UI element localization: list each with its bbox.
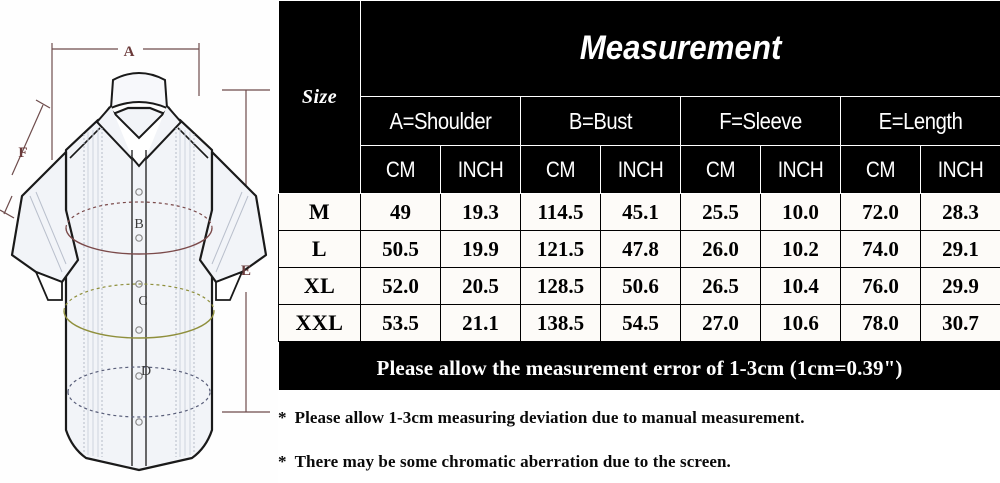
- header-unit-cell: INCH: [919, 145, 1000, 194]
- header-group-length: E=Length: [839, 96, 1000, 146]
- cell-value: 52.0: [360, 267, 441, 305]
- shoulder-seams: [65, 119, 213, 159]
- sleeve-fold-lines: [29, 191, 249, 273]
- header-unit-cell: INCH: [440, 145, 521, 194]
- cell-value: 21.1: [440, 304, 521, 342]
- cell-value: 49: [360, 193, 441, 231]
- cell-value: 28.3: [919, 193, 1000, 231]
- group-label-length: E=Length: [878, 107, 963, 134]
- header-unit-cell: CM: [680, 145, 761, 194]
- hem-ellipse: [67, 366, 211, 418]
- table-group-row: A=Shoulder B=Bust F=Sleeve E=Length: [279, 96, 1000, 146]
- waist-ellipse: [63, 283, 215, 339]
- dimension-line-a: [51, 43, 200, 160]
- group-label-sleeve: F=Sleeve: [719, 107, 802, 134]
- cell-value: 25.5: [680, 193, 761, 231]
- group-label-bust: B=Bust: [568, 107, 633, 134]
- cell-value: 72.0: [840, 193, 921, 231]
- size-table: Size Measurement A=Shoulder B=Bust F=Sle…: [277, 0, 1000, 395]
- cell-value: 47.8: [600, 230, 681, 268]
- size-table-container: Size Measurement A=Shoulder B=Bust F=Sle…: [277, 0, 1000, 395]
- row-size-label: L: [278, 230, 361, 268]
- row-size-label: M: [278, 193, 361, 231]
- cell-value: 19.9: [440, 230, 521, 268]
- table-title-row: Size Measurement: [278, 0, 1000, 194]
- note-text: Please allow 1-3cm measuring deviation d…: [294, 408, 805, 427]
- table-unit-row: CM INCH CM INCH CM INCH CM INCH: [279, 145, 1000, 194]
- header-size: Size: [278, 0, 361, 194]
- table-row: XL 52.0 20.5 128.5 50.6 26.5 10.4 76.0 2…: [278, 267, 1000, 305]
- cell-value: 20.5: [440, 267, 521, 305]
- measurement-error-note: Please allow the measurement error of 1-…: [277, 341, 1000, 395]
- dimension-line-f: [0, 99, 51, 219]
- cell-value: 121.5: [520, 230, 601, 268]
- cell-value: 45.1: [600, 193, 681, 231]
- cell-value: 27.0: [680, 304, 761, 342]
- diagram-label-f: F: [18, 145, 27, 161]
- cell-value: 19.3: [440, 193, 521, 231]
- bullet-star-icon: *: [278, 452, 287, 471]
- bottom-notes: * Please allow 1-3cm measuring deviation …: [278, 390, 1000, 483]
- table-row: M 49 19.3 114.5 45.1 25.5 10.0 72.0 28.3: [278, 193, 1000, 231]
- cell-value: 138.5: [520, 304, 601, 342]
- cell-value: 29.9: [919, 267, 1000, 305]
- shirt-collar: [95, 72, 183, 168]
- cell-value: 53.5: [360, 304, 441, 342]
- note-item: * Please allow 1-3cm measuring deviation …: [278, 408, 805, 428]
- diagram-label-e: E: [241, 263, 251, 279]
- header-unit-cell: CM: [840, 145, 921, 194]
- cell-value: 29.1: [919, 230, 1000, 268]
- cell-value: 30.7: [919, 304, 1000, 342]
- cell-value: 10.6: [760, 304, 841, 342]
- measurement-title: Measurement: [579, 29, 782, 67]
- group-label-shoulder: A=Shoulder: [389, 107, 492, 134]
- cell-value: 50.5: [360, 230, 441, 268]
- bust-ellipse: [65, 201, 213, 255]
- diagram-label-b: B: [134, 217, 143, 232]
- cell-value: 76.0: [840, 267, 921, 305]
- diagram-label-a: A: [124, 44, 135, 60]
- note-item: * There may be some chromatic aberration …: [278, 452, 731, 472]
- cell-value: 50.6: [600, 267, 681, 305]
- table-footer-row: Please allow the measurement error of 1-…: [277, 341, 1000, 395]
- cell-value: 10.0: [760, 193, 841, 231]
- bullet-star-icon: *: [278, 408, 287, 427]
- cell-value: 54.5: [600, 304, 681, 342]
- diagram-label-d: D: [141, 364, 151, 379]
- fabric-stripes: [87, 128, 191, 457]
- fabric-stripes-dotted: [83, 128, 195, 457]
- row-size-label: XL: [278, 267, 361, 305]
- cell-value: 128.5: [520, 267, 601, 305]
- table-row: L 50.5 19.9 121.5 47.8 26.0 10.2 74.0 29…: [278, 230, 1000, 268]
- header-group-sleeve: F=Sleeve: [680, 96, 841, 146]
- cell-value: 10.2: [760, 230, 841, 268]
- header-unit-cell: CM: [360, 145, 441, 194]
- header-group-shoulder: A=Shoulder: [360, 96, 521, 146]
- shirt-diagram: A F B C D E: [0, 0, 278, 483]
- header-unit-cell: INCH: [600, 145, 681, 194]
- cell-value: 114.5: [520, 193, 601, 231]
- cell-value: 74.0: [840, 230, 921, 268]
- header-unit-cell: CM: [520, 145, 601, 194]
- header-group-bust: B=Bust: [520, 96, 681, 146]
- header-measurement-cell: Measurement: [359, 0, 1000, 97]
- row-size-label: XXL: [278, 304, 361, 342]
- cell-value: 78.0: [840, 304, 921, 342]
- header-unit-cell: INCH: [760, 145, 841, 194]
- buttons: [135, 188, 143, 426]
- note-text: There may be some chromatic aberration d…: [294, 452, 731, 471]
- diagram-label-c: C: [138, 294, 147, 309]
- table-row: XXL 53.5 21.1 138.5 54.5 27.0 10.6 78.0 …: [278, 304, 1000, 342]
- cell-value: 10.4: [760, 267, 841, 305]
- cell-value: 26.0: [680, 230, 761, 268]
- cell-value: 26.5: [680, 267, 761, 305]
